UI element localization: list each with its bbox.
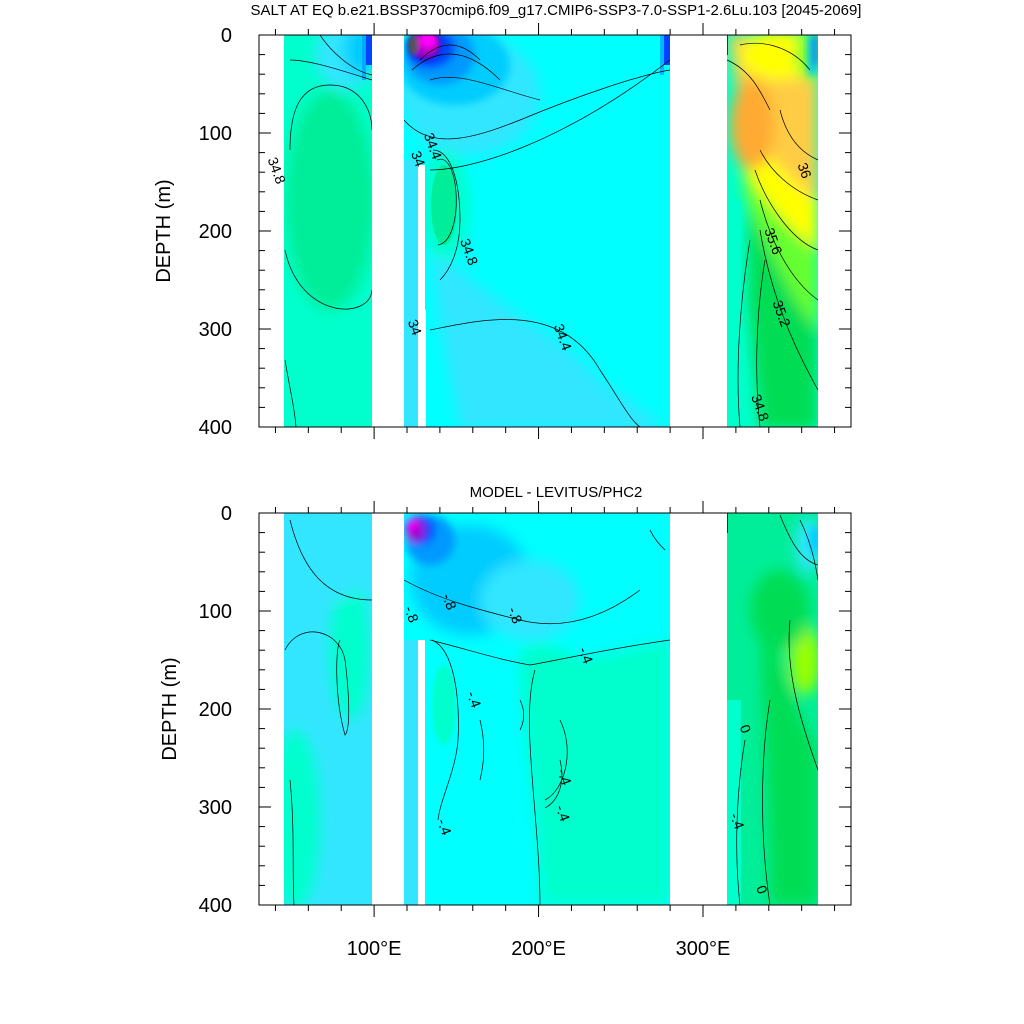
contour-label: 34 bbox=[405, 317, 425, 337]
contour-label: 34 bbox=[408, 149, 428, 169]
panel2-title: MODEL - LEVITUS/PHC2 bbox=[470, 484, 643, 501]
pacific-salt-tongue bbox=[431, 165, 457, 245]
atlantic-difference bbox=[750, 517, 820, 905]
axes: 0 100 200 300 400 100°E 200°E 300°E bbox=[199, 501, 851, 960]
pacific-fresh-diff bbox=[405, 515, 455, 565]
y-tick-label: 100 bbox=[199, 123, 232, 145]
pacific-positive-tongue bbox=[432, 665, 456, 745]
contour-label: -.4 bbox=[554, 766, 575, 787]
contour-label: -.4 bbox=[553, 803, 574, 824]
y-axis-label: DEPTH (m) bbox=[153, 179, 175, 282]
main-title: SALT AT EQ b.e21.BSSP370cmip6.f09_g17.CM… bbox=[251, 2, 862, 19]
contour-label: -.8 bbox=[401, 604, 422, 625]
y-tick-label: 400 bbox=[199, 417, 232, 439]
x-tick-label: 300°E bbox=[676, 938, 731, 960]
y-tick-label: 200 bbox=[199, 699, 232, 721]
contour-label: 36 bbox=[795, 160, 815, 180]
pacific-east-fresh bbox=[664, 35, 670, 65]
y-tick-label: 300 bbox=[199, 319, 232, 341]
y-axis-label: DEPTH (m) bbox=[159, 657, 181, 760]
y-tick-label: 200 bbox=[199, 221, 232, 243]
atlantic-west-strip-diff bbox=[727, 700, 741, 905]
indian-fresh-core-2 bbox=[362, 35, 366, 80]
y-tick-label: 0 bbox=[221, 25, 232, 47]
salinity-field bbox=[259, 35, 851, 427]
pacific-west-strip-diff bbox=[404, 640, 418, 905]
pacific-fresh-core bbox=[408, 35, 440, 59]
atlantic-west-strip bbox=[727, 200, 741, 427]
pacific-west-strip bbox=[404, 160, 418, 427]
y-tick-label: 100 bbox=[199, 601, 232, 623]
y-tick-label: 0 bbox=[221, 503, 232, 525]
x-tick-label: 100°E bbox=[347, 938, 402, 960]
contour-label: -.4 bbox=[727, 811, 748, 832]
contour-label: -.8 bbox=[439, 591, 460, 612]
difference-contours bbox=[284, 514, 819, 905]
atlantic-fresh-edge bbox=[808, 35, 818, 75]
contour-label: -.4 bbox=[464, 689, 485, 710]
pacific-east-fresh-2 bbox=[660, 35, 664, 75]
contour-label: -.4 bbox=[434, 816, 455, 837]
y-tick-label: 300 bbox=[199, 797, 232, 819]
contour-label: -.4 bbox=[576, 645, 597, 666]
indian-fresh-core bbox=[366, 35, 372, 65]
difference-field bbox=[259, 513, 851, 905]
y-tick-label: 400 bbox=[199, 895, 232, 917]
difference-panel: DEPTH (m) -.8 -.8 -.8 -.4 -.4 -.4 -.4 -.4 0 -.40 … bbox=[159, 501, 852, 960]
contour-label: -.8 bbox=[505, 605, 526, 626]
x-tick-label: 200°E bbox=[511, 938, 566, 960]
axes: 0 100 200 300 400 bbox=[199, 23, 851, 439]
